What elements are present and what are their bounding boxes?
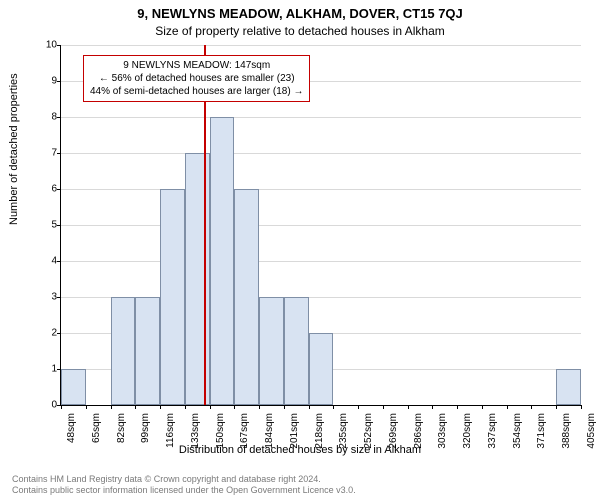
xtick-mark [482,405,483,409]
annot-line2: ← 56% of detached houses are smaller (23… [90,72,303,85]
xtick-label: 133sqm [190,413,202,473]
annot-line3: 44% of semi-detached houses are larger (… [90,85,303,98]
gridline [61,225,581,226]
xtick-mark [333,405,334,409]
xtick-label: 218sqm [314,413,326,473]
histogram-bar [309,333,334,405]
x-axis-label: Distribution of detached houses by size … [0,444,600,456]
histogram-bar [259,297,284,405]
xtick-mark [581,405,582,409]
histogram-bar [234,189,259,405]
xtick-label: 150sqm [215,413,227,473]
xtick-label: 82sqm [116,413,128,473]
ytick-label: 9 [33,76,57,87]
xtick-label: 286sqm [413,413,425,473]
xtick-label: 405sqm [586,413,598,473]
xtick-mark [507,405,508,409]
ytick-label: 5 [33,220,57,231]
xtick-mark [259,405,260,409]
xtick-mark [61,405,62,409]
ytick-label: 1 [33,364,57,375]
xtick-mark [556,405,557,409]
xtick-mark [135,405,136,409]
histogram-bar [556,369,581,405]
ytick-mark [57,45,61,46]
xtick-label: 201sqm [289,413,301,473]
ytick-mark [57,333,61,334]
xtick-label: 116sqm [165,413,177,473]
ytick-label: 4 [33,256,57,267]
histogram-bar [61,369,86,405]
xtick-mark [185,405,186,409]
title-main: 9, NEWLYNS MEADOW, ALKHAM, DOVER, CT15 7… [0,6,600,21]
footer-line1: Contains HM Land Registry data © Crown c… [12,474,356,485]
gridline [61,261,581,262]
ytick-mark [57,81,61,82]
xtick-label: 235sqm [338,413,350,473]
gridline [61,189,581,190]
xtick-mark [86,405,87,409]
xtick-mark [358,405,359,409]
xtick-mark [531,405,532,409]
ytick-mark [57,117,61,118]
xtick-mark [457,405,458,409]
histogram-bar [160,189,185,405]
xtick-mark [408,405,409,409]
xtick-mark [210,405,211,409]
ytick-mark [57,225,61,226]
ytick-label: 3 [33,292,57,303]
gridline [61,153,581,154]
xtick-label: 371sqm [536,413,548,473]
histogram-bar [284,297,309,405]
xtick-label: 99sqm [140,413,152,473]
xtick-mark [160,405,161,409]
annot-line1: 9 NEWLYNS MEADOW: 147sqm [90,59,303,72]
xtick-label: 167sqm [239,413,251,473]
xtick-label: 354sqm [512,413,524,473]
xtick-label: 48sqm [66,413,78,473]
ytick-mark [57,153,61,154]
xtick-mark [309,405,310,409]
xtick-label: 184sqm [264,413,276,473]
xtick-label: 388sqm [561,413,573,473]
ytick-label: 0 [33,400,57,411]
xtick-label: 252sqm [363,413,375,473]
footer-line2: Contains public sector information licen… [12,485,356,496]
histogram-bar [210,117,235,405]
title-sub: Size of property relative to detached ho… [0,24,600,38]
xtick-label: 303sqm [437,413,449,473]
chart-container: 9, NEWLYNS MEADOW, ALKHAM, DOVER, CT15 7… [0,0,600,500]
ytick-label: 7 [33,148,57,159]
ytick-label: 10 [33,40,57,51]
xtick-mark [383,405,384,409]
ytick-mark [57,297,61,298]
ytick-mark [57,261,61,262]
ytick-label: 6 [33,184,57,195]
xtick-label: 320sqm [462,413,474,473]
gridline [61,117,581,118]
xtick-mark [234,405,235,409]
y-axis-label: Number of detached properties [8,73,20,225]
xtick-mark [284,405,285,409]
histogram-bar [135,297,160,405]
footer-attribution: Contains HM Land Registry data © Crown c… [12,474,356,497]
xtick-label: 269sqm [388,413,400,473]
annotation-box: 9 NEWLYNS MEADOW: 147sqm← 56% of detache… [83,55,310,102]
xtick-mark [111,405,112,409]
ytick-mark [57,189,61,190]
xtick-label: 337sqm [487,413,499,473]
gridline [61,45,581,46]
xtick-label: 65sqm [91,413,103,473]
xtick-mark [432,405,433,409]
histogram-bar [111,297,136,405]
ytick-label: 2 [33,328,57,339]
ytick-label: 8 [33,112,57,123]
plot-area: 01234567891048sqm65sqm82sqm99sqm116sqm13… [60,45,581,406]
